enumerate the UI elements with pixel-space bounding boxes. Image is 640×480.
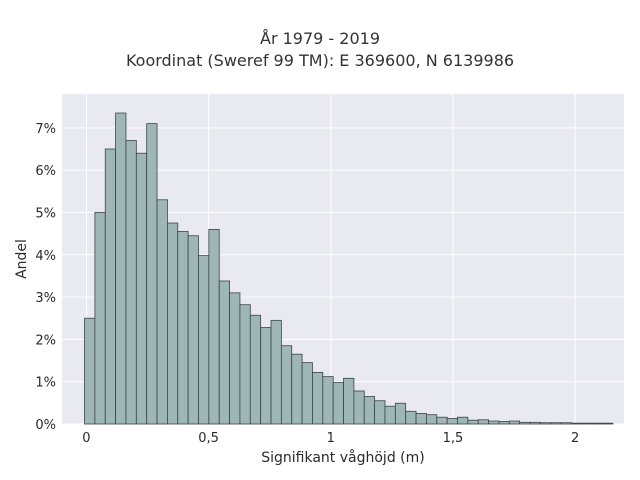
histogram-bar — [260, 327, 272, 425]
histogram-bar — [560, 422, 572, 425]
x-tick-label: 2 — [571, 431, 579, 446]
histogram-bar — [353, 390, 365, 425]
histogram-bar — [104, 148, 117, 425]
histogram-bar — [529, 421, 541, 425]
histogram-bar — [156, 199, 168, 425]
histogram-bar — [208, 228, 220, 425]
histogram-bar — [508, 420, 521, 425]
y-axis-label: Andel — [14, 239, 30, 279]
histogram-bar — [218, 280, 230, 425]
histogram-bar — [187, 235, 199, 425]
histogram-bar — [488, 420, 500, 425]
bars — [84, 112, 614, 425]
histogram-bar — [280, 345, 293, 425]
histogram-bar — [405, 410, 417, 425]
x-axis-label: Signifikant våghöjd (m) — [261, 449, 424, 466]
x-tick-label: 0 — [82, 431, 90, 446]
y-tick-label: 0% — [35, 418, 56, 433]
histogram-bar — [125, 140, 137, 425]
histogram-bar — [94, 212, 106, 425]
x-tick-label: 1 — [327, 431, 335, 446]
y-tick-label: 4% — [35, 249, 56, 264]
histogram-bar — [581, 422, 593, 425]
histogram-bar — [519, 421, 531, 425]
chart-title: År 1979 - 2019 — [260, 29, 380, 48]
histogram-bar — [291, 353, 303, 425]
histogram-bar — [384, 405, 396, 425]
histogram-bar — [322, 376, 334, 425]
histogram-bar — [591, 422, 603, 425]
histogram-bar — [457, 416, 469, 425]
histogram-bar — [146, 123, 158, 425]
histogram-bar — [115, 112, 127, 425]
histogram-bar — [239, 304, 251, 425]
y-tick-label: 2% — [35, 333, 56, 348]
histogram-bar — [312, 371, 324, 425]
histogram-bar — [446, 418, 458, 425]
y-tick-label: 6% — [35, 164, 56, 179]
histogram-bar — [167, 222, 179, 425]
histogram-bar — [550, 422, 562, 425]
y-tick-label: 5% — [35, 206, 56, 221]
histogram-bar — [467, 419, 479, 425]
y-tick-label: 1% — [35, 376, 56, 391]
tick-labels: 0% 1% 2% 3% 4% 5% 6% 7% 0 0,5 1 1,5 2 — [35, 122, 579, 446]
histogram-bar — [135, 152, 148, 425]
histogram-bar — [477, 419, 489, 425]
histogram-bar — [198, 255, 210, 425]
y-tick-label: 7% — [35, 122, 56, 137]
histogram-bar — [394, 402, 407, 425]
x-tick-label: 0,5 — [198, 431, 219, 446]
histogram-bar — [270, 319, 282, 425]
histogram-bar — [249, 314, 262, 425]
histogram-bar — [229, 292, 241, 425]
histogram-bar — [571, 422, 583, 425]
histogram-bar — [498, 421, 510, 425]
histogram-bar — [343, 377, 355, 425]
histogram-bar — [415, 413, 427, 425]
histogram-bar — [363, 396, 376, 425]
histogram-bar — [602, 422, 614, 425]
histogram-bar — [84, 317, 96, 425]
histogram-bar — [426, 414, 438, 425]
chart-subtitle: Koordinat (Sweref 99 TM): E 369600, N 61… — [125, 51, 515, 70]
histogram-bar — [332, 382, 344, 425]
y-tick-label: 3% — [35, 291, 56, 306]
histogram-bar — [177, 231, 189, 425]
histogram-bar — [539, 422, 552, 425]
histogram-bar — [374, 400, 386, 425]
histogram-bar — [436, 416, 448, 425]
histogram-bar — [301, 362, 313, 425]
x-tick-label: 1,5 — [443, 431, 464, 446]
